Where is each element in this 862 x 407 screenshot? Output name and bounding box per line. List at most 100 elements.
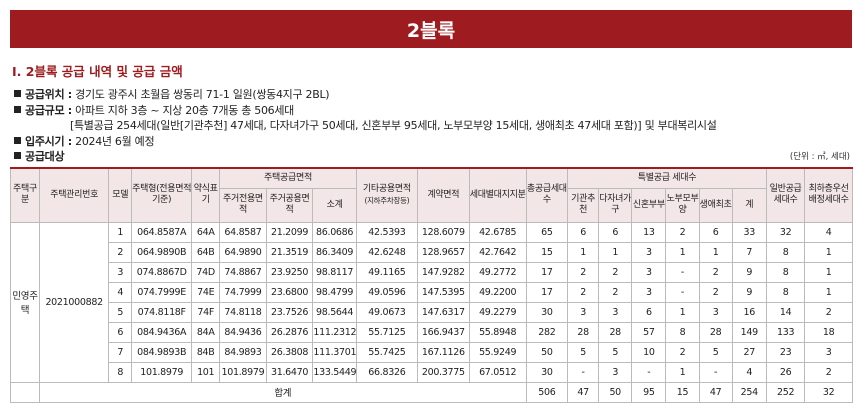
table-cell: 84.9893 — [219, 341, 267, 363]
table-cell: 2 — [567, 261, 600, 283]
header-supply-area: 주택공급면적 — [219, 167, 357, 189]
header-management-no: 주택관리번호 — [38, 167, 110, 223]
table-cell: 2 — [108, 241, 133, 263]
total-cell: 506 — [525, 381, 569, 403]
table-cell: 21.2099 — [265, 221, 314, 243]
table-cell: 101.8979 — [219, 361, 267, 383]
table-cell: 084.9436A — [131, 321, 193, 343]
table-cell: 30 — [525, 301, 569, 323]
table-cell: 1 — [567, 241, 600, 263]
table-cell: 8 — [765, 281, 806, 303]
info-location: 공급위치 : 경기도 광주시 초월읍 쌍동리 71-1 일원(쌍동4지구 2BL… — [14, 86, 330, 102]
table-cell: 147.9282 — [416, 261, 470, 283]
table-cell: 5 — [598, 341, 633, 363]
table-cell: 147.5395 — [416, 281, 470, 303]
info-scale-detail: [특별공급 254세대(일반[기관추천] 47세대, 다자녀가구 50세대, 신… — [70, 117, 717, 133]
table-cell: 166.9437 — [416, 321, 470, 343]
table-cell: 1 — [108, 221, 133, 243]
table-cell: 23 — [765, 341, 806, 363]
table-cell: 28 — [598, 321, 633, 343]
table-cell: 4 — [804, 221, 853, 243]
supply-table: 주택구분 주택관리번호 모델 주택형(전용면적기준) 약식표기 주택공급면적 기… — [10, 167, 853, 403]
block-banner: 2블록 — [10, 10, 852, 48]
table-cell: 55.8948 — [468, 321, 527, 343]
unit-note: (단위 : ㎡, 세대) — [789, 152, 850, 162]
table-cell: 2 — [698, 261, 733, 283]
table-cell: 42.6248 — [355, 241, 418, 263]
table-cell: 49.0596 — [355, 281, 418, 303]
table-cell: 49.2200 — [468, 281, 527, 303]
table-cell: - — [698, 361, 733, 383]
table-cell: 84.9436 — [219, 321, 267, 343]
header-other-common-label: 기타공용면적 — [362, 184, 411, 195]
total-row: 합계 506 47 50 95 15 47 254 252 32 — [10, 381, 853, 403]
total-cell: 254 — [731, 381, 767, 403]
table-cell: 084.9893B — [131, 341, 193, 363]
table-cell: 7 — [108, 341, 133, 363]
table-cell: 49.0673 — [355, 301, 418, 323]
table-cell: 49.2279 — [468, 301, 527, 323]
header-total-supply: 총공급세대수 — [525, 167, 569, 223]
table-cell: - — [631, 361, 667, 383]
table-cell: 42.5393 — [355, 221, 418, 243]
header-elderly: 노부모부양 — [665, 187, 700, 223]
table-cell: 1 — [665, 241, 700, 263]
info-scale: 공급규모 : 아파트 지하 3층 ~ 지상 20층 7개동 총 506세대 — [14, 102, 294, 118]
table-cell: 6 — [631, 301, 667, 323]
table-cell: 27 — [731, 341, 767, 363]
total-cell: 50 — [598, 381, 633, 403]
table-cell: 9 — [731, 261, 767, 283]
table-cell: 074.8867D — [131, 261, 193, 283]
total-label: 합계 — [38, 381, 527, 403]
info-value: [특별공급 254세대(일반[기관추천] 47세대, 다자녀가구 50세대, 신… — [70, 119, 717, 132]
table-cell: 14 — [765, 301, 806, 323]
table-cell: 26.2876 — [265, 321, 314, 343]
table-cell: 2 — [598, 281, 633, 303]
table-cell: 28 — [567, 321, 600, 343]
table-cell: 3 — [698, 301, 733, 323]
table-cell: 74D — [191, 261, 221, 283]
square-bullet-icon — [14, 90, 21, 97]
table-cell: 15 — [525, 241, 569, 263]
header-exclusive-area: 주거전용면적 — [219, 187, 267, 223]
table-cell: 55.7125 — [355, 321, 418, 343]
info-value: 2024년 6월 예정 — [75, 135, 155, 148]
table-cell: 2 — [804, 301, 853, 323]
header-short-type: 약식표기 — [191, 167, 221, 223]
table-cell: 67.0512 — [468, 361, 527, 383]
table-cell: 23.9250 — [265, 261, 314, 283]
table-cell: 6 — [108, 321, 133, 343]
table-cell: 74.8118 — [219, 301, 267, 323]
table-cell: 98.5644 — [312, 301, 357, 323]
table-cell: 42.7642 — [468, 241, 527, 263]
header-common-area: 주거공용면적 — [265, 187, 314, 223]
table-cell: 5 — [567, 341, 600, 363]
table-cell: 26.3808 — [265, 341, 314, 363]
table-cell: 3 — [804, 341, 853, 363]
table-cell: - — [567, 361, 600, 383]
section-title: Ⅰ. 2블록 공급 내역 및 공급 금액 — [12, 64, 183, 79]
table-cell: 1 — [698, 241, 733, 263]
header-general: 일반공급세대수 — [765, 167, 806, 223]
table-cell: 17 — [525, 261, 569, 283]
table-cell: 3 — [567, 301, 600, 323]
table-cell: 55.7425 — [355, 341, 418, 363]
table-cell: 5 — [108, 301, 133, 323]
table-cell: 2 — [665, 221, 700, 243]
header-multi-child: 다자녀가구 — [598, 187, 633, 223]
table-cell: 4 — [108, 281, 133, 303]
total-cell: 252 — [765, 381, 806, 403]
table-cell: 9 — [731, 281, 767, 303]
table-row: 8 101.8979 101 101.8979 31.6470 133.5449 66.83… — [11, 361, 853, 383]
table-cell: 64A — [191, 221, 221, 243]
table-cell: 4 — [731, 361, 767, 383]
table-cell: 1 — [804, 281, 853, 303]
table-cell: 30 — [525, 361, 569, 383]
info-label: 공급위치 : — [25, 88, 72, 101]
header-special-total: 계 — [731, 187, 767, 223]
table-cell: 74F — [191, 301, 221, 323]
table-row: 7 084.9893B 84B 84.9893 26.3808 111.3701 55.74… — [11, 341, 853, 363]
table-cell: 6 — [567, 221, 600, 243]
table-cell: 66.8326 — [355, 361, 418, 383]
square-bullet-icon — [14, 152, 21, 159]
